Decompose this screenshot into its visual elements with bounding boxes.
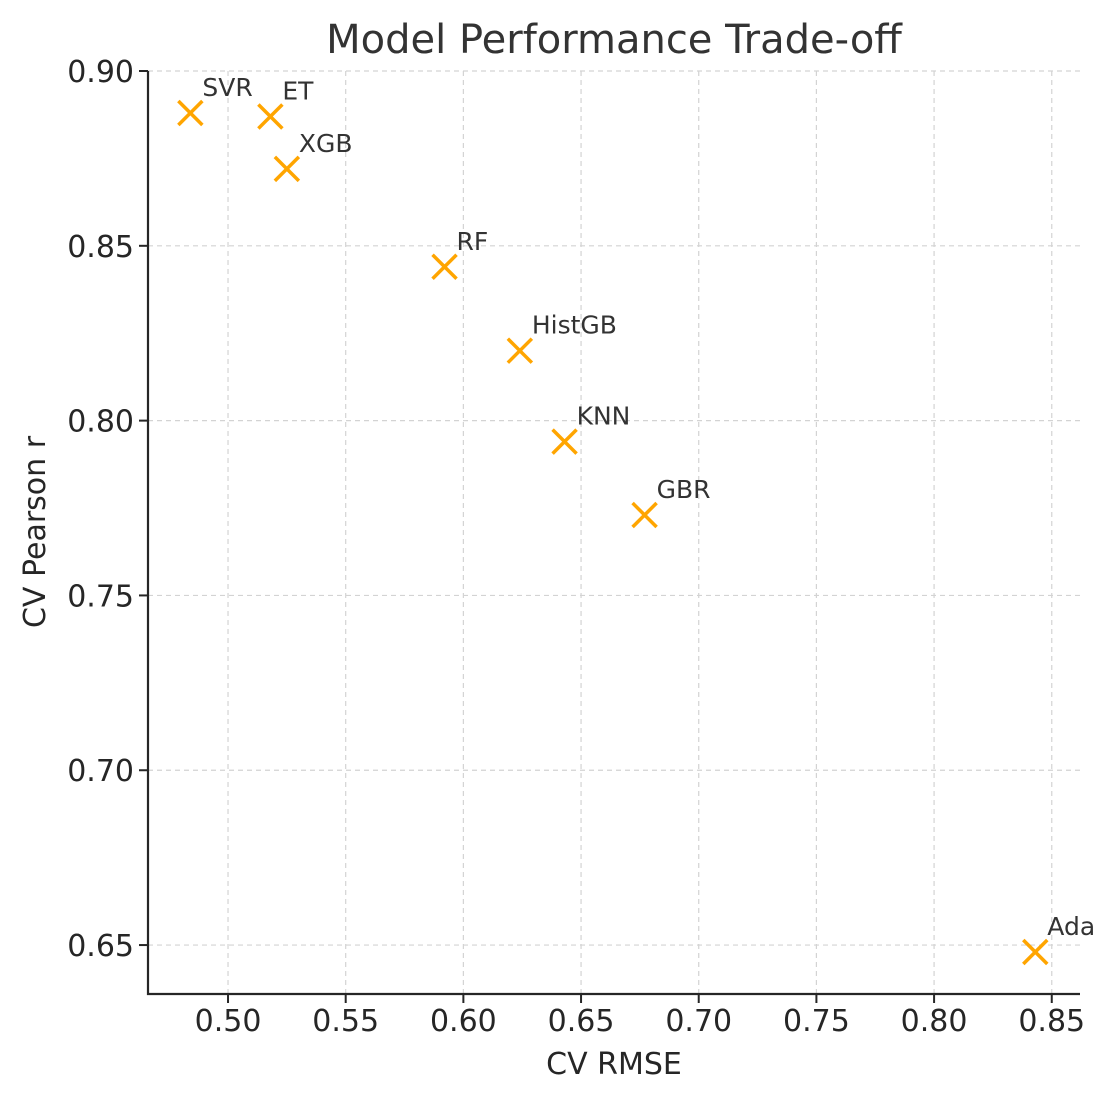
axes-layer: 0.50 0.55 0.60 0.65 0.70 0.75 0.80 0.85 0.65 0.70… [67, 55, 1085, 1039]
marker-stroke [506, 337, 534, 364]
marker-stroke [631, 501, 658, 529]
point-label: RF [457, 227, 489, 256]
data-point [257, 103, 284, 130]
data-point [177, 99, 204, 127]
data-point [551, 428, 578, 455]
data-point [431, 253, 458, 281]
marker-stroke [1022, 938, 1049, 966]
marker-stroke [273, 155, 301, 183]
marker-stroke [431, 253, 458, 281]
point-label: KNN [577, 402, 631, 431]
y-axis-label: CV Pearson r [18, 435, 53, 628]
grid-layer [148, 70, 1080, 994]
x-tick-label: 0.60 [430, 1004, 497, 1039]
marker-stroke [551, 428, 578, 455]
x-tick-label: 0.70 [665, 1004, 732, 1039]
point-label: Ada [1047, 912, 1095, 941]
point-labels-layer: SVR ET XGB RF HistGB KNN GBR Ada [202, 73, 1095, 941]
point-label: XGB [299, 129, 353, 158]
y-tick-label: 0.80 [67, 405, 134, 440]
x-tick-label: 0.55 [312, 1004, 379, 1039]
x-tick-label: 0.50 [195, 1004, 262, 1039]
data-point [631, 501, 658, 529]
x-tick-label: 0.75 [783, 1004, 850, 1039]
marker-stroke [257, 103, 284, 130]
y-tick-label: 0.65 [67, 929, 134, 964]
data-point [273, 155, 301, 183]
y-tick-label: 0.85 [67, 230, 134, 265]
point-label: SVR [202, 73, 252, 102]
y-tick-label: 0.75 [67, 579, 134, 614]
axis-spines [146, 71, 1080, 996]
y-tick-label: 0.70 [67, 754, 134, 789]
marker-stroke [177, 99, 204, 127]
chart-title: Model Performance Trade-off [326, 17, 903, 63]
y-tick-label: 0.90 [67, 55, 134, 90]
x-tick-label: 0.65 [548, 1004, 615, 1039]
point-label: GBR [657, 475, 711, 504]
x-tick-label: 0.80 [901, 1004, 968, 1039]
x-tick-label: 0.85 [1018, 1004, 1085, 1039]
data-point [506, 337, 534, 364]
point-label: ET [282, 76, 314, 105]
x-axis-label: CV RMSE [546, 1047, 682, 1082]
data-point [1022, 938, 1049, 966]
point-label: HistGB [532, 311, 617, 340]
points-layer [177, 99, 1049, 966]
